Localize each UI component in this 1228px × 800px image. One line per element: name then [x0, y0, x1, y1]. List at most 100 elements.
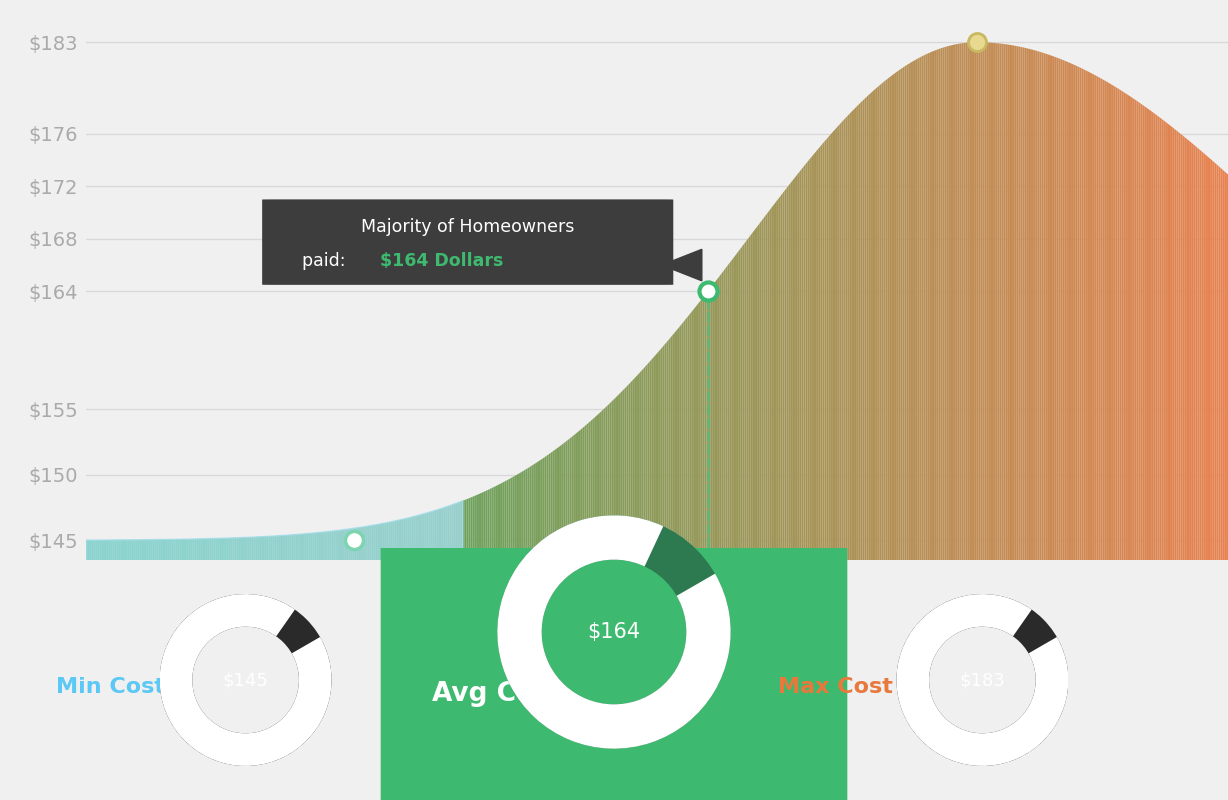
Polygon shape — [469, 498, 470, 573]
Polygon shape — [564, 442, 566, 573]
Polygon shape — [1163, 120, 1165, 573]
Polygon shape — [933, 50, 935, 573]
Polygon shape — [625, 386, 626, 573]
Polygon shape — [914, 60, 916, 573]
Polygon shape — [1156, 114, 1158, 573]
Polygon shape — [474, 495, 476, 573]
Polygon shape — [747, 238, 748, 573]
Polygon shape — [101, 540, 103, 573]
Polygon shape — [634, 377, 636, 573]
Polygon shape — [177, 539, 179, 573]
Polygon shape — [135, 540, 138, 573]
Polygon shape — [249, 537, 252, 573]
Polygon shape — [208, 538, 210, 573]
Polygon shape — [605, 406, 608, 573]
Polygon shape — [750, 233, 753, 573]
Polygon shape — [244, 538, 246, 573]
Polygon shape — [524, 470, 526, 573]
Polygon shape — [1073, 65, 1076, 573]
Polygon shape — [242, 538, 244, 573]
Polygon shape — [103, 540, 106, 573]
Polygon shape — [231, 538, 232, 573]
Polygon shape — [850, 112, 851, 573]
Polygon shape — [619, 393, 621, 573]
Polygon shape — [359, 527, 360, 573]
Polygon shape — [813, 153, 815, 573]
Polygon shape — [200, 538, 203, 573]
Polygon shape — [1205, 154, 1207, 573]
Polygon shape — [702, 295, 705, 573]
Polygon shape — [1169, 125, 1172, 573]
Polygon shape — [592, 418, 594, 573]
Polygon shape — [518, 473, 519, 573]
Polygon shape — [556, 447, 558, 573]
Polygon shape — [296, 534, 297, 573]
Polygon shape — [723, 268, 726, 573]
Polygon shape — [1217, 164, 1218, 573]
Polygon shape — [1079, 67, 1082, 573]
Polygon shape — [796, 174, 798, 573]
Polygon shape — [512, 476, 515, 573]
Polygon shape — [1099, 77, 1100, 573]
Polygon shape — [912, 61, 914, 573]
Polygon shape — [269, 536, 270, 573]
Polygon shape — [425, 513, 426, 573]
Polygon shape — [1149, 110, 1152, 573]
Polygon shape — [765, 213, 768, 573]
Polygon shape — [1100, 78, 1103, 573]
Polygon shape — [950, 45, 952, 573]
Polygon shape — [845, 116, 847, 573]
Polygon shape — [722, 271, 723, 573]
Polygon shape — [836, 126, 837, 573]
Wedge shape — [497, 515, 731, 749]
Polygon shape — [1020, 47, 1023, 573]
Polygon shape — [677, 329, 678, 573]
Polygon shape — [867, 95, 868, 573]
Polygon shape — [457, 502, 459, 573]
Polygon shape — [1218, 166, 1221, 573]
Polygon shape — [639, 373, 640, 573]
Polygon shape — [971, 42, 973, 573]
Polygon shape — [166, 539, 168, 573]
Polygon shape — [819, 146, 820, 573]
Polygon shape — [1038, 51, 1040, 573]
Polygon shape — [878, 86, 879, 573]
Polygon shape — [426, 512, 429, 573]
Polygon shape — [421, 514, 422, 573]
Polygon shape — [1089, 72, 1090, 573]
Polygon shape — [774, 203, 775, 573]
Polygon shape — [1086, 70, 1087, 573]
Polygon shape — [529, 466, 532, 573]
Polygon shape — [408, 518, 410, 573]
Polygon shape — [442, 507, 443, 573]
Polygon shape — [282, 535, 284, 573]
Polygon shape — [314, 533, 317, 573]
Polygon shape — [253, 537, 255, 573]
Polygon shape — [1172, 126, 1173, 573]
Polygon shape — [459, 502, 460, 573]
Polygon shape — [815, 150, 817, 573]
Polygon shape — [969, 42, 971, 573]
Polygon shape — [876, 87, 878, 573]
Polygon shape — [1019, 46, 1020, 573]
Polygon shape — [114, 540, 117, 573]
Polygon shape — [398, 520, 400, 573]
Polygon shape — [211, 538, 214, 573]
Polygon shape — [701, 298, 702, 573]
Polygon shape — [944, 46, 947, 573]
Polygon shape — [198, 538, 200, 573]
Polygon shape — [263, 537, 265, 573]
Polygon shape — [609, 402, 612, 573]
Polygon shape — [117, 540, 118, 573]
Polygon shape — [1093, 74, 1095, 573]
Polygon shape — [904, 66, 906, 573]
Polygon shape — [235, 538, 236, 573]
Polygon shape — [1023, 47, 1024, 573]
Polygon shape — [1210, 158, 1211, 573]
Polygon shape — [528, 467, 529, 573]
Polygon shape — [305, 534, 307, 573]
Polygon shape — [220, 538, 221, 573]
Polygon shape — [262, 537, 263, 573]
Polygon shape — [964, 43, 965, 573]
Polygon shape — [594, 416, 596, 573]
